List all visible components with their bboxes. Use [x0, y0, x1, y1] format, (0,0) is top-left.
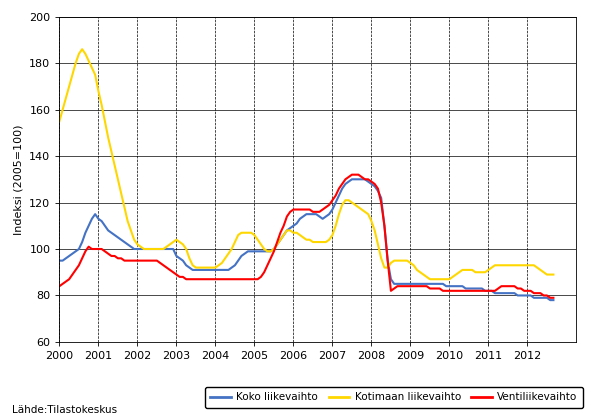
Kotimaan liikevaihto	[426, 277, 434, 282]
Kotimaan liikevaihto	[124, 219, 131, 224]
Ventiliikevaihto	[274, 239, 281, 244]
Ventiliikevaihto	[56, 284, 63, 289]
Kotimaan liikevaihto	[533, 265, 541, 270]
Koko liikevaihto	[550, 298, 557, 303]
Ventiliikevaihto	[550, 295, 557, 300]
Ventiliikevaihto	[469, 288, 476, 293]
Kotimaan liikevaihto	[78, 47, 86, 52]
Koko liikevaihto	[348, 177, 355, 182]
Koko liikevaihto	[121, 239, 128, 244]
Ventiliikevaihto	[121, 258, 128, 263]
Ventiliikevaihto	[348, 172, 355, 177]
Kotimaan liikevaihto	[407, 261, 414, 266]
Ventiliikevaihto	[530, 291, 538, 296]
Koko liikevaihto	[56, 258, 63, 263]
Line: Kotimaan liikevaihto: Kotimaan liikevaihto	[59, 49, 554, 279]
Ventiliikevaihto	[89, 246, 96, 251]
Ventiliikevaihto	[407, 284, 414, 289]
Koko liikevaihto	[274, 242, 281, 247]
Kotimaan liikevaihto	[550, 272, 557, 277]
Ventiliikevaihto	[546, 295, 554, 300]
Kotimaan liikevaihto	[277, 237, 284, 242]
Line: Koko liikevaihto: Koko liikevaihto	[59, 179, 554, 300]
Koko liikevaihto	[89, 216, 96, 221]
Koko liikevaihto	[469, 286, 476, 291]
Line: Ventiliikevaihto: Ventiliikevaihto	[59, 175, 554, 298]
Text: Lähde:Tilastokeskus: Lähde:Tilastokeskus	[12, 405, 117, 415]
Koko liikevaihto	[546, 298, 554, 303]
Y-axis label: Indeksi (2005=100): Indeksi (2005=100)	[14, 124, 24, 234]
Legend: Koko liikevaihto, Kotimaan liikevaihto, Ventiliikevaihto: Koko liikevaihto, Kotimaan liikevaihto, …	[205, 387, 583, 408]
Koko liikevaihto	[530, 295, 538, 300]
Kotimaan liikevaihto	[56, 119, 63, 124]
Koko liikevaihto	[407, 281, 414, 286]
Kotimaan liikevaihto	[91, 72, 99, 77]
Kotimaan liikevaihto	[472, 270, 479, 275]
